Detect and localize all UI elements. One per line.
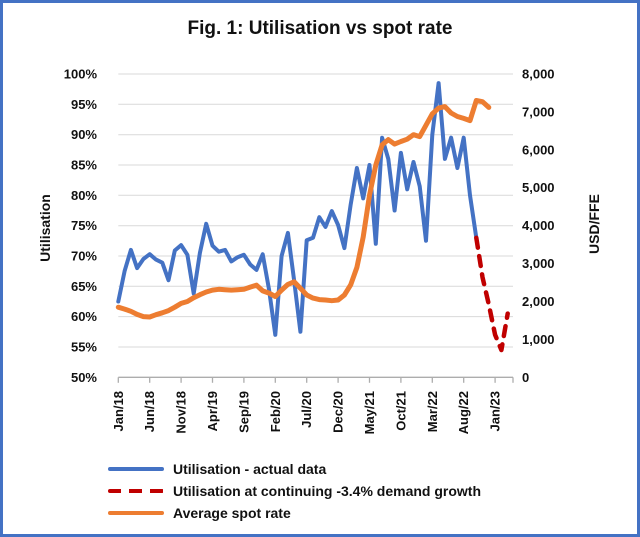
x-tick-label: Jan/18 bbox=[111, 391, 126, 431]
utilisation-forecast-legend-swatch bbox=[108, 488, 164, 494]
legend-label: Average spot rate bbox=[173, 505, 291, 521]
y-right-tick-label: 5,000 bbox=[522, 180, 555, 195]
legend-label: Utilisation at continuing -3.4% demand g… bbox=[173, 483, 482, 499]
x-tick-label: Aug/22 bbox=[456, 391, 471, 434]
y-left-axis-title: Utilisation bbox=[37, 194, 53, 262]
x-tick-label: Oct/21 bbox=[393, 391, 408, 431]
y-right-tick-label: 7,000 bbox=[522, 104, 555, 119]
legend-item-utilisation-forecast: Utilisation at continuing -3.4% demand g… bbox=[108, 480, 481, 502]
utilisation-actual-legend-swatch bbox=[108, 466, 164, 472]
x-tick-label: Mar/22 bbox=[425, 391, 440, 432]
y-left-tick-label: 80% bbox=[71, 188, 97, 203]
x-tick-label: May/21 bbox=[362, 391, 377, 434]
spot-rate-legend-swatch bbox=[108, 510, 164, 516]
y-right-tick-label: 8,000 bbox=[522, 67, 555, 82]
y-left-tick-label: 65% bbox=[71, 279, 97, 294]
legend-label: Utilisation - actual data bbox=[173, 461, 327, 477]
y-left-tick-label: 55% bbox=[71, 340, 97, 355]
chart-title: Fig. 1: Utilisation vs spot rate bbox=[187, 18, 453, 39]
x-tick-label: Sep/19 bbox=[236, 391, 251, 433]
utilisation-actual-line bbox=[116, 81, 479, 337]
x-tick-label: Jan/23 bbox=[488, 391, 503, 431]
x-tick-label: Jun/18 bbox=[142, 391, 157, 432]
y-left-tick-label: 60% bbox=[71, 309, 97, 324]
y-left-tick-label: 50% bbox=[71, 370, 97, 385]
y-left-tick-label: 95% bbox=[71, 97, 97, 112]
y-right-tick-label: 1,000 bbox=[522, 332, 555, 347]
y-right-tick-label: 0 bbox=[522, 370, 529, 385]
y-left-tick-label: 70% bbox=[71, 249, 97, 264]
utilisation-forecast-line bbox=[474, 235, 510, 353]
chart-legend: Utilisation - actual data Utilisation at … bbox=[108, 458, 481, 524]
y-right-tick-label: 6,000 bbox=[522, 142, 555, 157]
utilisation-spot-rate-plot: Jan/18 Jun/18 Nov/18 Apr/19 Sep/19 Feb/20 Jul/… bbox=[64, 67, 555, 435]
x-tick-label: Apr/19 bbox=[205, 391, 220, 431]
y-right-tick-label: 2,000 bbox=[522, 294, 555, 309]
y-left-tick-label: 90% bbox=[71, 127, 97, 142]
x-tick-label: Jul/20 bbox=[299, 391, 314, 428]
y-right-tick-label: 3,000 bbox=[522, 256, 555, 271]
legend-item-spot-rate: Average spot rate bbox=[108, 502, 481, 524]
y-right-axis-title: USD/FFE bbox=[586, 194, 602, 254]
y-left-tick-label: 100% bbox=[64, 67, 98, 82]
y-left-tick-label: 85% bbox=[71, 158, 97, 173]
y-left-tick-label: 75% bbox=[71, 218, 97, 233]
x-tick-label: Dec/20 bbox=[331, 391, 346, 433]
x-tick-label: Feb/20 bbox=[268, 391, 283, 432]
x-tick-label: Nov/18 bbox=[174, 391, 189, 434]
y-right-tick-label: 4,000 bbox=[522, 218, 555, 233]
legend-item-utilisation-actual: Utilisation - actual data bbox=[108, 458, 481, 480]
spot-rate-line bbox=[115, 98, 492, 320]
